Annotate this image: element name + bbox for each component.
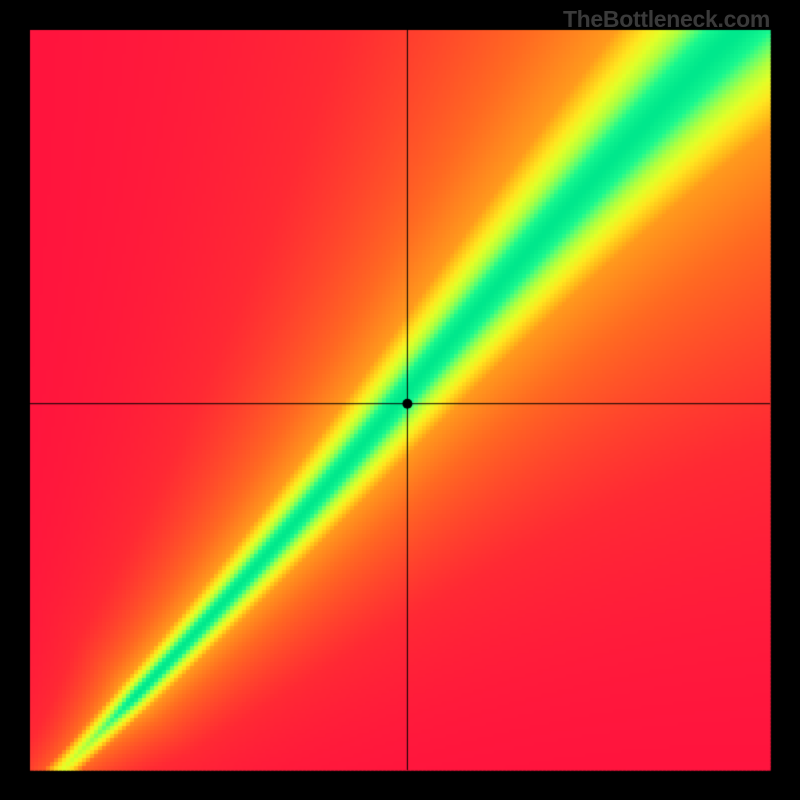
attribution-label: TheBottleneck.com bbox=[563, 6, 770, 33]
heatmap-container bbox=[0, 0, 800, 800]
heatmap-canvas bbox=[0, 0, 800, 800]
